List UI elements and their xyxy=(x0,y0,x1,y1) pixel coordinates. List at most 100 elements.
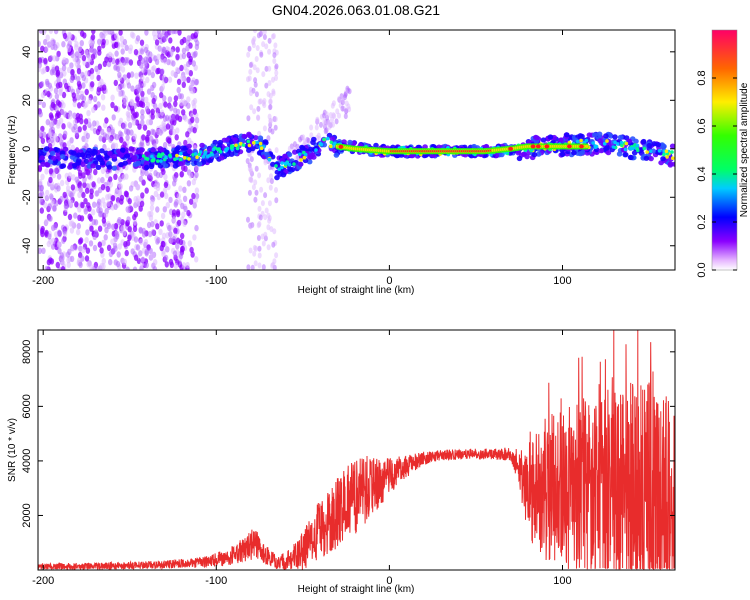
spectrogram-cell xyxy=(201,155,206,159)
spectrogram-cell xyxy=(56,122,61,129)
spectrogram-cell xyxy=(93,168,98,176)
spectrogram-cell xyxy=(100,184,106,191)
spectrogram-cell xyxy=(48,215,53,222)
spectrogram-cell xyxy=(631,150,638,156)
spectrogram-cell xyxy=(182,156,187,160)
snr-y-tick-label: 2000 xyxy=(21,503,33,527)
spectrogram-cell xyxy=(47,203,52,210)
spectrogram-cell xyxy=(141,134,146,141)
spectrogram-cell xyxy=(203,150,208,154)
spectrogram-cell xyxy=(110,195,116,202)
spectrogram-cell xyxy=(38,131,41,138)
spectrogram-cell xyxy=(179,151,183,156)
spectrogram-cell xyxy=(55,99,61,106)
spectrogram-cell xyxy=(145,49,150,57)
spectrogram-cell xyxy=(85,150,91,156)
spectrogram-cell xyxy=(96,101,101,108)
spectrogram-cell xyxy=(151,129,157,136)
spectrogram-cell xyxy=(266,177,271,184)
spectrogram-marks xyxy=(38,30,675,270)
spectrogram-cell xyxy=(67,164,73,170)
spectrogram-cell xyxy=(155,206,160,213)
spectrogram-cell xyxy=(89,192,94,200)
spectrogram-cell xyxy=(194,78,200,86)
spectrogram-cell xyxy=(593,145,598,149)
spectrogram-cell xyxy=(144,187,149,194)
spectrogram-cell xyxy=(58,81,63,89)
spectrogram-cell xyxy=(657,149,662,153)
spectrogram-cell xyxy=(92,233,97,240)
spectrogram-cell xyxy=(45,34,50,41)
spectrogram-cell xyxy=(508,146,513,151)
spectrogram-cell xyxy=(148,247,153,255)
spectrogram-cell xyxy=(139,62,144,69)
spectrogram-cell xyxy=(65,251,71,258)
spectrogram-cell xyxy=(105,171,110,179)
spectrogram-cell xyxy=(185,261,190,269)
spectrogram-y-tick-label: 0 xyxy=(21,146,33,152)
spectrogram-cell xyxy=(249,104,254,111)
spectrogram-cell xyxy=(51,155,57,161)
spectrogram-cell xyxy=(76,68,82,75)
spectrogram-cell xyxy=(628,146,632,151)
spectrogram-cell xyxy=(61,64,67,72)
spectrogram-cell xyxy=(72,55,77,63)
spectrogram-cell xyxy=(60,163,67,169)
spectrogram-cell xyxy=(66,261,71,268)
spectrogram-cell xyxy=(268,117,273,124)
spectrogram-cell xyxy=(156,237,161,244)
spectrogram-cell xyxy=(81,246,86,254)
spectrogram-cell xyxy=(272,58,277,64)
spectrogram-cell xyxy=(84,255,90,262)
spectrogram-cell xyxy=(178,185,183,192)
spectrogram-cell xyxy=(105,194,110,201)
spectrogram-cell xyxy=(129,71,135,78)
spectrogram-cell xyxy=(71,92,77,99)
spectrogram-cell xyxy=(96,201,101,208)
spectrogram-cell xyxy=(132,133,137,140)
spectrogram-cell xyxy=(178,238,184,246)
spectrogram-cell xyxy=(646,142,653,149)
spectrogram-cell xyxy=(175,46,180,53)
spectrogram-cell xyxy=(241,133,247,139)
spectrogram-cell xyxy=(145,136,150,143)
spectrogram-cell xyxy=(248,166,253,173)
spectrogram-cell xyxy=(127,122,133,129)
spectrogram-cell xyxy=(163,181,169,189)
spectrogram-cell xyxy=(75,50,80,57)
spectrogram-cell xyxy=(59,150,66,156)
spectrogram-cell xyxy=(191,87,196,95)
spectrogram-cell xyxy=(262,139,269,145)
spectrogram-cell xyxy=(169,49,174,56)
spectrogram-cell xyxy=(183,139,188,147)
spectrogram-cell xyxy=(373,142,379,148)
spectrogram-cell xyxy=(133,236,139,243)
snr-x-tick-label: -100 xyxy=(205,575,227,587)
spectrogram-cell xyxy=(110,238,115,245)
spectrogram-cell xyxy=(80,202,85,209)
spectrogram-cell xyxy=(271,76,275,83)
spectrogram-cell xyxy=(151,97,156,105)
spectrogram-cell xyxy=(145,76,150,84)
spectrogram-cell xyxy=(131,231,136,239)
spectrogram-cell xyxy=(564,132,570,138)
spectrogram-cell xyxy=(471,143,477,150)
spectrogram-cell xyxy=(55,69,61,77)
spectrogram-cell xyxy=(156,193,161,201)
spectrogram-cell xyxy=(172,119,177,126)
spectrogram-cell xyxy=(118,117,124,125)
spectrogram-cell xyxy=(52,55,57,62)
spectrogram-cell xyxy=(135,183,140,191)
spectrogram-cell xyxy=(85,132,91,140)
spectrogram-cell xyxy=(40,225,45,233)
spectrogram-cell xyxy=(247,45,252,52)
spectrogram-cell xyxy=(176,193,181,200)
spectrogram-cell xyxy=(252,64,257,71)
spectrogram-cell xyxy=(150,147,156,153)
spectrogram-cell xyxy=(623,147,628,152)
spectrogram-cell xyxy=(253,135,259,141)
spectrogram-cell xyxy=(104,133,110,140)
spectrogram-cell xyxy=(145,119,151,126)
spectrogram-cell xyxy=(268,104,273,110)
